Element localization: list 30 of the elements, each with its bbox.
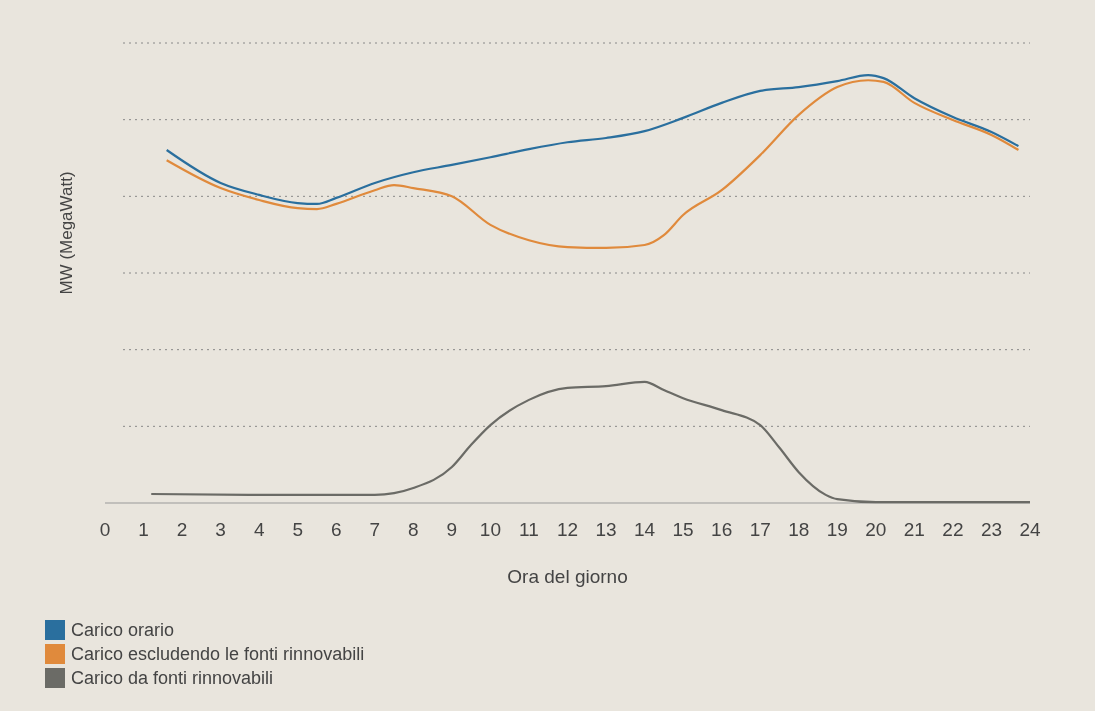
x-tick-label: 16 [711,519,733,540]
x-tick-label: 9 [446,519,458,540]
x-tick-label: 13 [595,519,617,540]
x-tick-label: 2 [176,519,188,540]
x-tick-label: 17 [749,519,771,540]
x-axis-title: Ora del giorno [507,566,628,587]
x-tick-label: 1 [138,519,149,540]
y-axis-title: MW (MegaWatt) [57,171,76,295]
x-tick-label: 18 [788,519,810,540]
x-tick-label: 0 [99,519,111,540]
x-tick-label: 8 [408,519,419,540]
x-tick-label: 11 [519,519,539,540]
x-tick-label: 7 [369,519,381,540]
x-tick-label: 23 [980,519,1003,540]
x-tick-label: 10 [479,519,501,540]
x-tick-label: 12 [556,519,579,540]
legend-label: Carico da fonti rinnovabili [71,668,274,688]
legend-label: Carico escludendo le fonti rinnovabili [71,644,365,664]
x-tick-label: 20 [865,519,887,540]
x-tick-label: 6 [330,519,342,540]
x-tick-label: 15 [672,519,694,540]
x-tick-label: 21 [903,519,925,540]
x-tick-label: 19 [826,519,848,540]
x-tick-label: 3 [215,519,226,540]
legend-label: Carico orario [71,620,175,640]
x-tick-label: 14 [634,519,656,540]
x-tick-label: 4 [253,519,265,540]
x-tick-label: 22 [942,519,964,540]
x-tick-label: 5 [292,519,303,540]
x-tick-label: 24 [1019,519,1041,540]
